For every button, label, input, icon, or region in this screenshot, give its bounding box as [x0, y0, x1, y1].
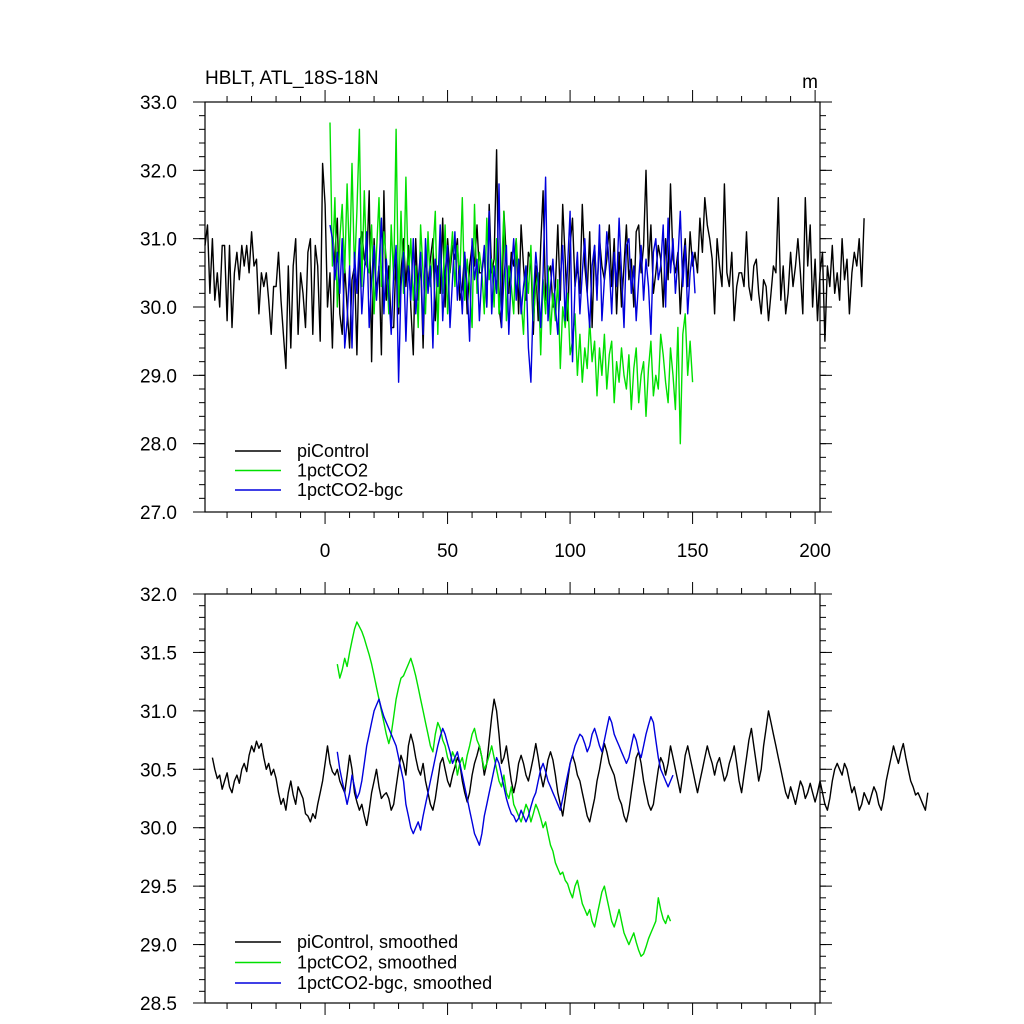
units-label: m: [802, 72, 818, 93]
series-line-1: [204, 149, 865, 370]
y-tick-label: 28.0: [140, 435, 177, 456]
y-tick-label: 29.5: [140, 877, 177, 898]
bottom-plot-frame: [204, 593, 821, 1004]
y-tick-label: 27.0: [140, 503, 177, 524]
bottom-panel: 28.5 29.0 29.5 30.0 30.5 31.0 31.5 32.0 piContr…: [140, 582, 929, 1015]
series-line-2: [336, 621, 672, 957]
legend-label-2: 1pctCO2: [297, 461, 368, 481]
x-tick-label: 100: [554, 541, 586, 562]
series-line-3: [336, 698, 674, 846]
top-series-lines: [204, 122, 865, 445]
x-tick-label: 0: [320, 541, 331, 562]
y-tick-label: 31.0: [140, 702, 177, 723]
y-tick-label: 31.5: [140, 643, 177, 664]
y-tick-label: 30.0: [140, 298, 177, 319]
y-tick-label: 29.0: [140, 936, 177, 957]
legend-label-3: 1pctCO2-bgc: [297, 480, 403, 500]
y-tick-label: 32.0: [140, 585, 177, 606]
legend-label-1: piControl, smoothed: [297, 932, 458, 952]
legend-label-2: 1pctCO2, smoothed: [297, 953, 457, 973]
y-tick-label: 32.0: [140, 161, 177, 182]
x-tick-label: 50: [437, 541, 458, 562]
series-line-3: [329, 176, 696, 383]
chart-title: HBLT, ATL_18S-18N: [205, 68, 379, 89]
y-tick-label: 29.0: [140, 366, 177, 387]
x-tick-label: 150: [677, 541, 709, 562]
top-axis-ticks: 0 50 100 150 200 27.0 28.0 29.0 30.0 31.0 32.0 33.0: [140, 90, 832, 562]
bottom-axis-ticks: 28.5 29.0 29.5 30.0 30.5 31.0 31.5 32.0: [140, 582, 832, 1015]
y-tick-label: 28.5: [140, 994, 177, 1015]
bottom-series-lines: [211, 621, 929, 957]
top-plot-frame: [204, 101, 821, 513]
x-tick-label: 200: [799, 541, 831, 562]
top-panel: HBLT, ATL_18S-18N m 0 50 100 150 200 27.0 28.0…: [140, 68, 865, 562]
y-tick-label: 30.5: [140, 760, 177, 781]
legend-label-3: 1pctCO2-bgc, smoothed: [297, 973, 492, 993]
y-tick-label: 30.0: [140, 819, 177, 840]
y-tick-label: 31.0: [140, 230, 177, 251]
y-tick-label: 33.0: [140, 93, 177, 114]
legend-label-1: piControl: [297, 441, 369, 461]
